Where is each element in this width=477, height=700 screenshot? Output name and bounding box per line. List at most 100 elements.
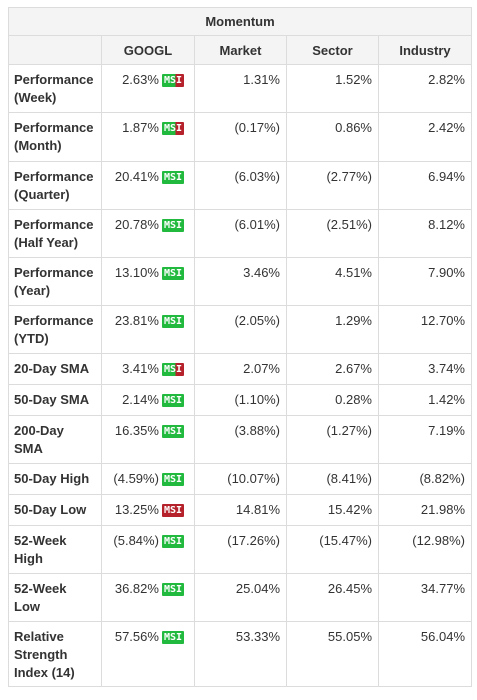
msi-badge[interactable]: MSI: [161, 218, 184, 232]
momentum-table: Momentum GOOGL Market Sector Industry Pe…: [8, 7, 472, 687]
table-row: 52-Week High (5.84%) MSI (17.26%) (15.47%) (1…: [8, 525, 472, 574]
googl-cell: 23.81% MSI: [101, 305, 195, 354]
googl-value: 36.82%: [114, 581, 159, 596]
sector-value: 26.45%: [286, 573, 379, 622]
googl-value-wrap: 1.87% MSI: [122, 119, 184, 137]
market-value: (3.88%): [194, 415, 287, 464]
googl-value: 13.10%: [114, 265, 159, 280]
msi-badge[interactable]: MSI: [161, 314, 184, 328]
row-label: Performance (Month): [8, 112, 102, 162]
googl-value: 20.78%: [114, 217, 159, 232]
googl-cell: 36.82% MSI: [101, 573, 195, 622]
row-label: Performance (Half Year): [8, 209, 102, 258]
googl-value-wrap: 20.78% MSI: [115, 216, 184, 234]
googl-cell: 20.78% MSI: [101, 209, 195, 258]
googl-cell: 1.87% MSI: [101, 112, 195, 162]
sector-value: (2.51%): [286, 209, 379, 258]
googl-value-wrap: 2.63% MSI: [122, 71, 184, 89]
market-value: 1.31%: [194, 64, 287, 113]
industry-value: 3.74%: [378, 353, 472, 385]
googl-cell: 3.41% MSI: [101, 353, 195, 385]
industry-value: 12.70%: [378, 305, 472, 354]
market-value: 3.46%: [194, 257, 287, 306]
msi-badge[interactable]: MSI: [161, 472, 184, 486]
sector-value: (8.41%): [286, 463, 379, 495]
table-row: Performance (Week) 2.63% MSI 1.31% 1.52% 2.82…: [8, 64, 472, 113]
momentum-panel: Momentum GOOGL Market Sector Industry Pe…: [8, 7, 472, 687]
msi-badge[interactable]: MSI: [161, 393, 184, 407]
market-value: (10.07%): [194, 463, 287, 495]
row-label: 52-Week Low: [8, 573, 102, 622]
market-value: (0.17%): [194, 112, 287, 162]
column-header-label: [8, 35, 102, 65]
market-value: (6.03%): [194, 161, 287, 210]
googl-value: (4.59%): [113, 471, 159, 486]
sector-value: 55.05%: [286, 621, 379, 687]
googl-value-wrap: 23.81% MSI: [115, 312, 184, 330]
sector-value: (1.27%): [286, 415, 379, 464]
msi-badge[interactable]: MSI: [161, 534, 184, 548]
msi-badge[interactable]: MSI: [161, 170, 184, 184]
column-header-sector: Sector: [286, 35, 379, 65]
row-label: 52-Week High: [8, 525, 102, 574]
table-row: Performance (Month) 1.87% MSI (0.17%) 0.86% 2…: [8, 112, 472, 162]
sector-value: 1.29%: [286, 305, 379, 354]
industry-value: 7.19%: [378, 415, 472, 464]
table-row: 200-Day SMA 16.35% MSI (3.88%) (1.27%) 7.19%: [8, 415, 472, 464]
row-label: Performance (Year): [8, 257, 102, 306]
googl-value-wrap: 57.56% MSI: [115, 628, 184, 646]
googl-value: 1.87%: [122, 120, 159, 135]
msi-badge[interactable]: MSI: [161, 582, 184, 596]
googl-value-wrap: 13.10% MSI: [115, 264, 184, 282]
table-row: 50-Day SMA 2.14% MSI (1.10%) 0.28% 1.42%: [8, 384, 472, 416]
row-label: 200-Day SMA: [8, 415, 102, 464]
msi-badge[interactable]: MSI: [161, 630, 184, 644]
industry-value: (12.98%): [378, 525, 472, 574]
msi-badge[interactable]: MSI: [161, 73, 184, 87]
msi-badge[interactable]: MSI: [161, 121, 184, 135]
googl-value: 2.14%: [122, 392, 159, 407]
row-label: Relative Strength Index (14): [8, 621, 102, 687]
market-value: (2.05%): [194, 305, 287, 354]
table-row: Performance (Half Year) 20.78% MSI (6.01%)(…: [8, 209, 472, 258]
msi-badge[interactable]: MSI: [161, 266, 184, 280]
table-row: 50-Day High (4.59%) MSI (10.07%) (8.41%) (8.8…: [8, 463, 472, 495]
googl-cell: 2.63% MSI: [101, 64, 195, 113]
msi-badge[interactable]: MSI: [161, 362, 184, 376]
row-label: 50-Day High: [8, 463, 102, 495]
googl-cell: 57.56% MSI: [101, 621, 195, 687]
googl-value: 2.63%: [122, 72, 159, 87]
table-row: 50-Day Low 13.25% MSI 14.81% 15.42% 21.98%: [8, 494, 472, 526]
googl-cell: 13.25% MSI: [101, 494, 195, 526]
industry-value: 21.98%: [378, 494, 472, 526]
row-label: Performance (Quarter): [8, 161, 102, 210]
googl-value: 57.56%: [114, 629, 159, 644]
column-header-market: Market: [194, 35, 287, 65]
googl-cell: 16.35% MSI: [101, 415, 195, 464]
googl-cell: (5.84%) MSI: [101, 525, 195, 574]
googl-cell: 2.14% MSI: [101, 384, 195, 416]
table-row: Performance (Year) 13.10% MSI 3.46% 4.51% 7.9…: [8, 257, 472, 306]
market-value: 14.81%: [194, 494, 287, 526]
market-value: (6.01%): [194, 209, 287, 258]
row-label: 50-Day Low: [8, 494, 102, 526]
msi-badge[interactable]: MSI: [161, 424, 184, 438]
googl-value: 20.41%: [114, 169, 159, 184]
table-row: Performance (Quarter) 20.41% MSI (6.03%) (2.…: [8, 161, 472, 210]
sector-value: (15.47%): [286, 525, 379, 574]
table-title: Momentum: [8, 7, 472, 36]
table-row: 20-Day SMA 3.41% MSI 2.07% 2.67% 3.74%: [8, 353, 472, 385]
market-value: 53.33%: [194, 621, 287, 687]
industry-value: (8.82%): [378, 463, 472, 495]
industry-value: 2.82%: [378, 64, 472, 113]
googl-value-wrap: 16.35% MSI: [115, 422, 184, 440]
industry-value: 7.90%: [378, 257, 472, 306]
table-row: 52-Week Low 36.82% MSI 25.04% 26.45% 34.77%: [8, 573, 472, 622]
googl-value-wrap: 3.41% MSI: [122, 360, 184, 378]
industry-value: 56.04%: [378, 621, 472, 687]
sector-value: 2.67%: [286, 353, 379, 385]
column-header-industry: Industry: [378, 35, 472, 65]
msi-badge[interactable]: MSI: [161, 503, 184, 517]
googl-value-wrap: (4.59%) MSI: [113, 470, 184, 488]
table-row: Performance (YTD) 23.81% MSI (2.05%) 1.29% 12…: [8, 305, 472, 354]
